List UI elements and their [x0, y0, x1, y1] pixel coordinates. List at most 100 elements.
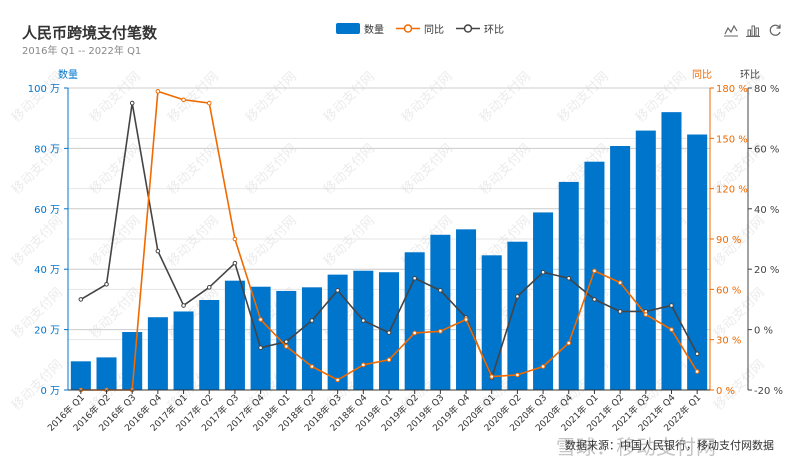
- qoq-point: [617, 309, 623, 314]
- watermark-text: 移动支付网: [399, 141, 456, 198]
- yoy-point: [489, 374, 495, 379]
- legend-label-count: 数量: [364, 25, 384, 36]
- bar: [635, 130, 656, 390]
- bar: [122, 332, 143, 390]
- bar: [687, 134, 708, 390]
- watermark-text: 移动支付网: [399, 69, 456, 126]
- yoy-point: [232, 236, 238, 242]
- chart-subtitle: 2016年 Q1 -- 2022年 Q1: [22, 46, 142, 57]
- left-axis-tick-label: 100 万: [28, 84, 60, 95]
- qoq-axis-tick-label: -20 %: [754, 386, 783, 397]
- chart-title: 人民币跨境支付笔数: [22, 24, 158, 42]
- source-note: 数据来源：中国人民银行，移动支付网数据: [565, 439, 774, 452]
- yoy-point: [309, 364, 315, 369]
- toolbox: [724, 22, 782, 37]
- watermark-text: 移动支付网: [165, 213, 222, 270]
- watermark-text: 移动支付网: [9, 213, 66, 270]
- left-axis-tick-label: 60 万: [34, 205, 60, 216]
- qoq-point: [515, 294, 520, 299]
- yoy-point: [694, 369, 700, 374]
- left-axis-title: 数量: [58, 68, 78, 81]
- yoy-axis-tick-label: 60 %: [716, 285, 741, 296]
- bar: [610, 145, 631, 390]
- qoq-point: [155, 248, 161, 254]
- bar: [199, 300, 220, 390]
- bar: [533, 212, 554, 390]
- bar: [353, 270, 374, 390]
- bar: [430, 234, 451, 390]
- watermark-text: 移动支付网: [321, 69, 378, 126]
- yoy-point: [361, 362, 366, 368]
- bar-chart-icon[interactable]: [746, 22, 760, 37]
- yoy-axis-tick-label: 0 %: [716, 386, 735, 397]
- qoq-point: [335, 288, 340, 293]
- yoy-point: [335, 377, 340, 383]
- watermark-text: 移动支付网: [243, 213, 300, 270]
- qoq-axis-tick-label: 80 %: [754, 84, 779, 95]
- legend-item-qoq[interactable]: 环比: [456, 21, 504, 36]
- watermark-text: 移动支付网: [165, 141, 222, 198]
- qoq-point: [412, 275, 417, 281]
- left-axis-tick-label: 20 万: [34, 326, 60, 337]
- yoy-point: [566, 340, 572, 346]
- watermark-text: 移动支付网: [243, 69, 300, 126]
- qoq-point: [104, 282, 109, 287]
- yoy-point: [181, 97, 186, 103]
- qoq-point: [592, 297, 597, 302]
- refresh-icon[interactable]: [768, 22, 782, 36]
- yoy-axis-tick-label: 150 %: [716, 134, 748, 145]
- legend-line-swatch-yoy: [396, 24, 420, 33]
- yoy-point: [669, 327, 674, 332]
- legend-bar-swatch: [336, 23, 360, 34]
- watermark-text: 移动支付网: [477, 69, 534, 126]
- yoy-axis-title: 同比: [692, 69, 712, 81]
- yoy-axis-tick-label: 90 %: [716, 235, 741, 246]
- bar: [558, 181, 579, 390]
- qoq-point: [129, 100, 135, 106]
- qoq-point: [540, 269, 546, 275]
- bar: [327, 274, 348, 390]
- yoy-point: [412, 330, 417, 336]
- legend-line-swatch-qoq: [456, 24, 480, 33]
- watermark-text: 移动支付网: [321, 141, 378, 198]
- qoq-point: [361, 318, 366, 323]
- bar: [224, 280, 245, 390]
- qoq-axis-tick-label: 0 %: [754, 326, 773, 337]
- yoy-point: [258, 317, 263, 322]
- watermark-text: 移动支付网: [477, 141, 534, 198]
- qoq-point: [206, 285, 212, 290]
- qoq-axis-tick-label: 40 %: [754, 205, 779, 216]
- qoq-point: [258, 345, 263, 351]
- legend: 数量 同比 环比: [336, 21, 504, 36]
- watermark-text: 移动支付网: [87, 141, 144, 198]
- bar: [481, 255, 502, 390]
- qoq-point: [283, 339, 289, 344]
- legend-item-yoy[interactable]: 同比: [396, 21, 444, 36]
- left-axis-tick-label: 80 万: [34, 144, 60, 155]
- bar: [584, 161, 605, 390]
- qoq-point: [78, 297, 84, 302]
- bar: [173, 311, 194, 390]
- bar: [661, 112, 682, 390]
- qoq-point: [309, 318, 315, 323]
- bar: [507, 241, 528, 390]
- watermark-text: 移动支付网: [555, 69, 612, 126]
- qoq-point: [232, 260, 238, 266]
- legend-item-count[interactable]: 数量: [336, 21, 384, 36]
- yoy-point: [617, 280, 623, 285]
- yoy-point: [592, 268, 597, 274]
- qoq-point: [566, 275, 572, 281]
- watermark-text: 移动支付网: [321, 213, 378, 270]
- yoy-point: [438, 328, 443, 334]
- yoy-point: [206, 100, 212, 106]
- qoq-point: [386, 330, 392, 335]
- yoy-point: [643, 312, 649, 317]
- yoy-axis-tick-label: 180 %: [716, 84, 748, 95]
- line-chart-icon[interactable]: [724, 22, 738, 37]
- bar: [301, 287, 322, 390]
- qoq-point: [438, 288, 443, 293]
- bar: [70, 361, 91, 390]
- qoq-point: [694, 351, 700, 357]
- yoy-point: [155, 89, 161, 94]
